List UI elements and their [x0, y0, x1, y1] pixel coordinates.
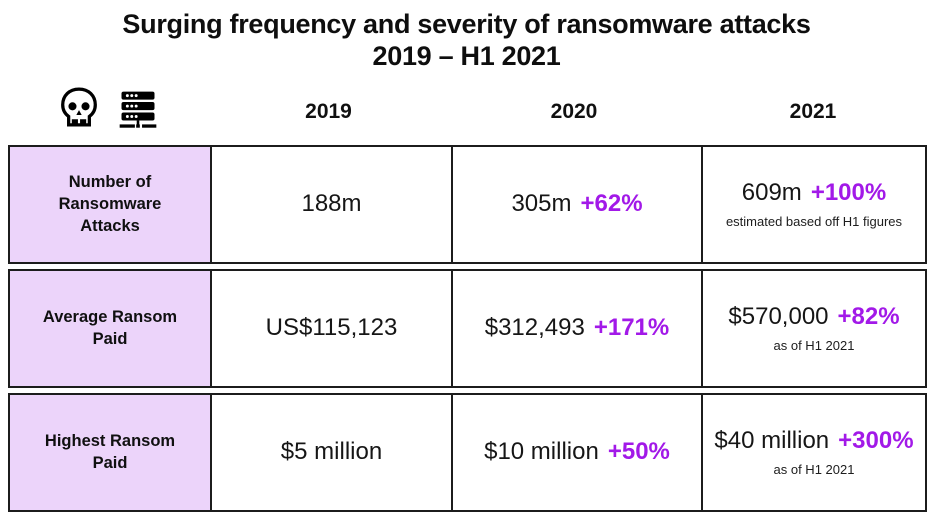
cell-value: US$115,123 [265, 314, 398, 342]
row-label: Highest Ransom Paid [10, 394, 210, 510]
icons-cell [8, 86, 208, 137]
server-icon [116, 87, 160, 136]
cell-attacks-2021: 609m +100% estimated based off H1 figure… [701, 146, 925, 262]
cell-value: $40 million [714, 427, 830, 455]
row-label: Number of Ransomware Attacks [10, 146, 210, 262]
cell-value: $5 million [280, 438, 383, 466]
title-line-1: Surging frequency and severity of ransom… [122, 9, 811, 39]
cell-highest-2020: $10 million +50% [451, 394, 701, 510]
column-header-2020: 2020 [550, 99, 598, 123]
table-row-average-ransom: Average Ransom Paid US$115,123 $312,493 … [8, 268, 927, 388]
row-label: Average Ransom Paid [10, 270, 210, 386]
cell-note: as of H1 2021 [773, 338, 855, 354]
pct-change: +300% [838, 427, 914, 455]
page-title: Surging frequency and severity of ransom… [0, 0, 933, 73]
title-line-2: 2019 – H1 2021 [372, 41, 561, 72]
cell-value: 188m [301, 190, 362, 218]
table-row-attacks: Number of Ransomware Attacks 188m 305m +… [8, 144, 927, 264]
pct-change: +82% [837, 303, 900, 331]
cell-value: $10 million [484, 438, 599, 466]
column-header-2021: 2021 [789, 99, 837, 123]
pct-change: +100% [810, 179, 887, 207]
column-header-2019: 2019 [305, 99, 352, 123]
cell-highest-2021: $40 million +300% as of H1 2021 [701, 394, 925, 510]
pct-change: +171% [593, 314, 670, 342]
cell-attacks-2019: 188m [210, 146, 451, 262]
cell-attacks-2020: 305m +62% [451, 146, 701, 262]
cell-value: 305m [511, 190, 572, 218]
cell-average-2020: $312,493 +171% [451, 270, 701, 386]
table-row-highest-ransom: Highest Ransom Paid $5 million $10 milli… [8, 392, 927, 512]
skull-icon [56, 86, 102, 137]
cell-highest-2019: $5 million [210, 394, 451, 510]
pct-change: +62% [580, 190, 643, 218]
cell-note: estimated based off H1 figures [725, 214, 903, 230]
cell-value: $312,493 [484, 314, 585, 342]
pct-change: +50% [607, 438, 670, 466]
cell-average-2021: $570,000 +82% as of H1 2021 [701, 270, 925, 386]
cell-value: 609m [741, 179, 802, 207]
cell-value: $570,000 [728, 303, 829, 331]
cell-average-2019: US$115,123 [210, 270, 451, 386]
table-header-row: 2019 2020 2021 [8, 85, 927, 139]
cell-note: as of H1 2021 [773, 462, 855, 478]
